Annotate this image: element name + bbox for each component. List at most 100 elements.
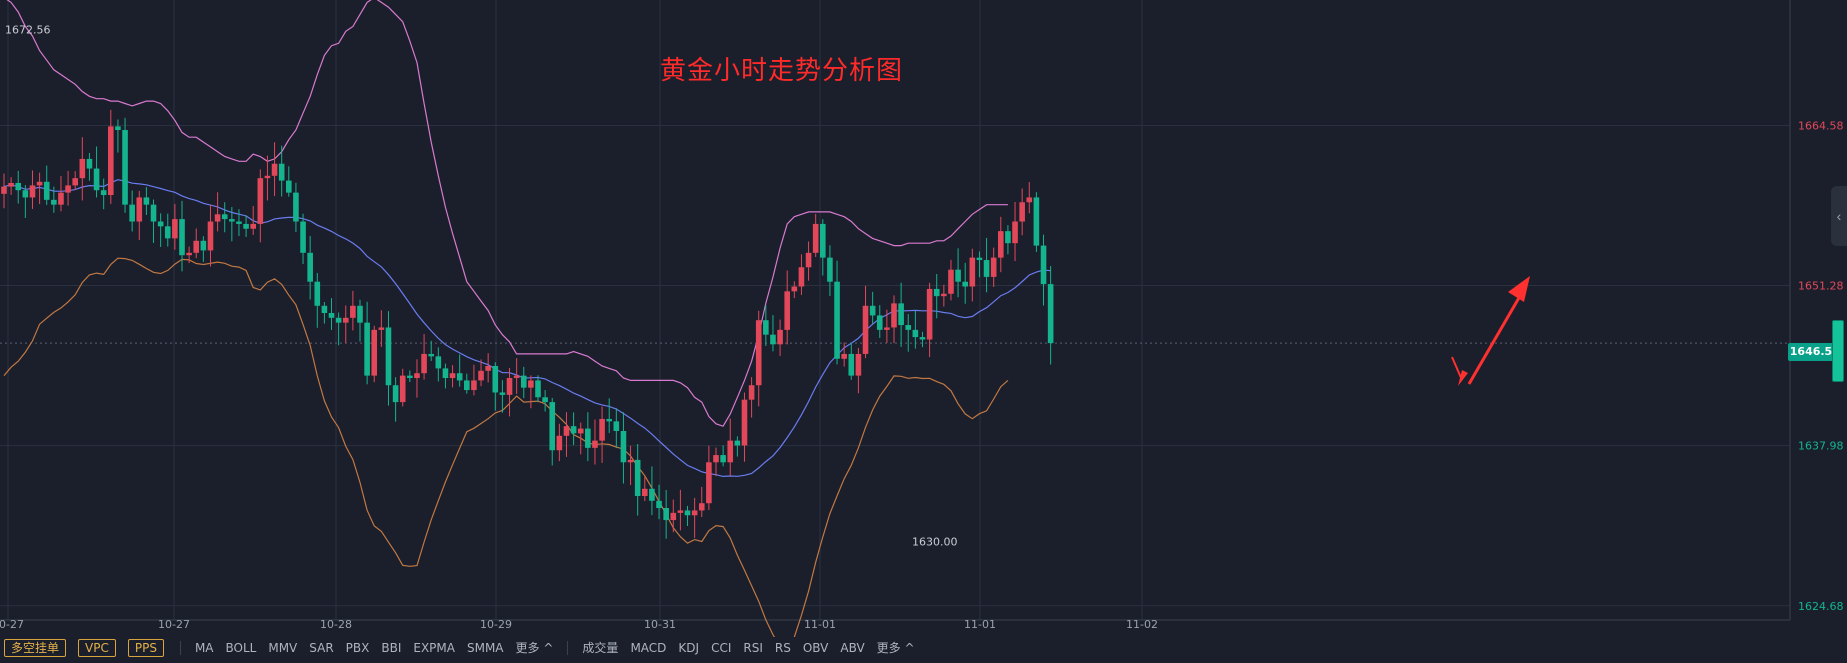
boll-lower-line — [3, 257, 1009, 653]
up-arrow-head — [1508, 276, 1530, 302]
toolbar-divider — [179, 640, 181, 655]
more-main-indicators-button[interactable]: 更多 — [516, 639, 554, 656]
more-sub-indicators-button[interactable]: 更多 — [877, 639, 915, 656]
candle-down — [549, 402, 556, 451]
candle-up — [577, 428, 584, 434]
candle-down — [770, 334, 776, 345]
candle-up — [855, 353, 862, 376]
candle-down — [86, 158, 93, 169]
candle-up — [599, 418, 605, 441]
candle-up — [250, 223, 256, 229]
candle-down — [164, 226, 171, 239]
candle-up — [421, 353, 427, 374]
candle-up — [371, 329, 378, 376]
indicator-sar[interactable]: SAR — [309, 640, 334, 655]
candle-up — [478, 370, 484, 381]
indicator-rs[interactable]: RS — [774, 640, 791, 655]
candle-down — [428, 353, 434, 357]
candle-down — [955, 269, 961, 282]
scroll-grip[interactable] — [1832, 320, 1844, 382]
candle-up — [108, 126, 114, 196]
toolbar-divider — [567, 640, 569, 655]
indicator-cci[interactable]: CCI — [711, 640, 732, 655]
candle-down — [179, 219, 185, 256]
candle-up — [350, 305, 356, 318]
indicator-macd[interactable]: MACD — [630, 640, 667, 655]
candle-down — [542, 397, 548, 403]
indicator-mmv[interactable]: MMV — [268, 640, 298, 655]
candle-down — [876, 315, 883, 330]
candle-up — [998, 231, 1004, 258]
candle-up — [777, 329, 783, 345]
candle-up — [29, 185, 36, 198]
candle-down — [734, 440, 741, 446]
candle-down — [143, 197, 150, 205]
toolbar-button-pps[interactable]: PPS — [127, 638, 164, 657]
candle-up — [805, 252, 812, 268]
candle-down — [912, 329, 919, 338]
candle-down — [962, 281, 968, 287]
indicator-pbx[interactable]: PBX — [345, 640, 370, 655]
time-tick-label: 10-27 — [158, 618, 190, 631]
indicator-smma[interactable]: SMMA — [466, 640, 504, 655]
low-price-label: 1630.00 — [912, 536, 958, 549]
candle-down — [200, 240, 207, 251]
candle-down — [314, 281, 321, 306]
candle-up — [784, 291, 790, 330]
indicator-boll[interactable]: BOLL — [225, 640, 257, 655]
candle-down — [656, 500, 662, 509]
candle-down — [150, 204, 157, 222]
time-tick-label: 10-31 — [644, 618, 676, 631]
toolbar-button-vpc[interactable]: VPC — [78, 638, 116, 657]
candle-down — [93, 168, 100, 191]
indicator-obv[interactable]: OBV — [802, 640, 829, 655]
candle-down — [15, 182, 22, 191]
chevron-left-icon[interactable]: ‹ — [1831, 186, 1847, 246]
high-price-label: 1672.56 — [5, 23, 51, 36]
indicator-kdj[interactable]: KDJ — [678, 640, 700, 655]
toolbar-button-duokong[interactable]: 多空挂单 — [4, 638, 67, 657]
candle-down — [520, 375, 527, 388]
candle-down — [649, 488, 655, 501]
time-tick-label: 10-29 — [480, 618, 512, 631]
boll-upper-line — [6, 0, 1008, 427]
candle-up — [706, 462, 712, 504]
candle-down — [300, 221, 306, 253]
candle-up — [136, 197, 143, 222]
candle-down — [933, 288, 940, 297]
candle-down — [464, 380, 470, 391]
boll-middle-line — [3, 179, 1051, 478]
indicator-volume[interactable]: 成交量 — [582, 641, 619, 655]
indicator-expma[interactable]: EXPMA — [413, 640, 455, 655]
down-arrow-shaft — [1451, 356, 1463, 381]
candle-up — [1012, 221, 1018, 244]
candle-down — [1047, 284, 1054, 344]
candle-up — [642, 488, 648, 496]
candle-up — [926, 288, 933, 340]
price-tick-label: 1651.28 — [1798, 280, 1844, 293]
candle-up — [698, 503, 705, 511]
current-price-badge: 1646.5 — [1788, 343, 1834, 361]
indicator-abv[interactable]: ABV — [840, 640, 865, 655]
candle-down — [606, 418, 612, 422]
candle-up — [1, 186, 7, 194]
candle-down — [827, 257, 833, 282]
candle-up — [257, 178, 264, 224]
candle-up — [79, 158, 86, 179]
price-tick-label: 1664.58 — [1798, 119, 1844, 132]
candle-down — [1033, 197, 1040, 246]
candle-down — [1040, 245, 1047, 285]
indicator-bbi[interactable]: BBI — [381, 640, 402, 655]
indicator-rsi[interactable]: RSI — [743, 640, 763, 655]
price-tick-label: 1624.68 — [1798, 600, 1844, 613]
price-axis: 1664.58 1651.28 1637.98 1624.68 — [1798, 119, 1844, 612]
candle-up — [948, 269, 954, 294]
candle-up — [627, 459, 634, 463]
candle-down — [22, 190, 29, 198]
candle-up — [485, 365, 491, 371]
candle-down — [820, 223, 826, 258]
time-tick-label: 11-01 — [804, 618, 836, 631]
indicator-ma[interactable]: MA — [194, 640, 214, 655]
